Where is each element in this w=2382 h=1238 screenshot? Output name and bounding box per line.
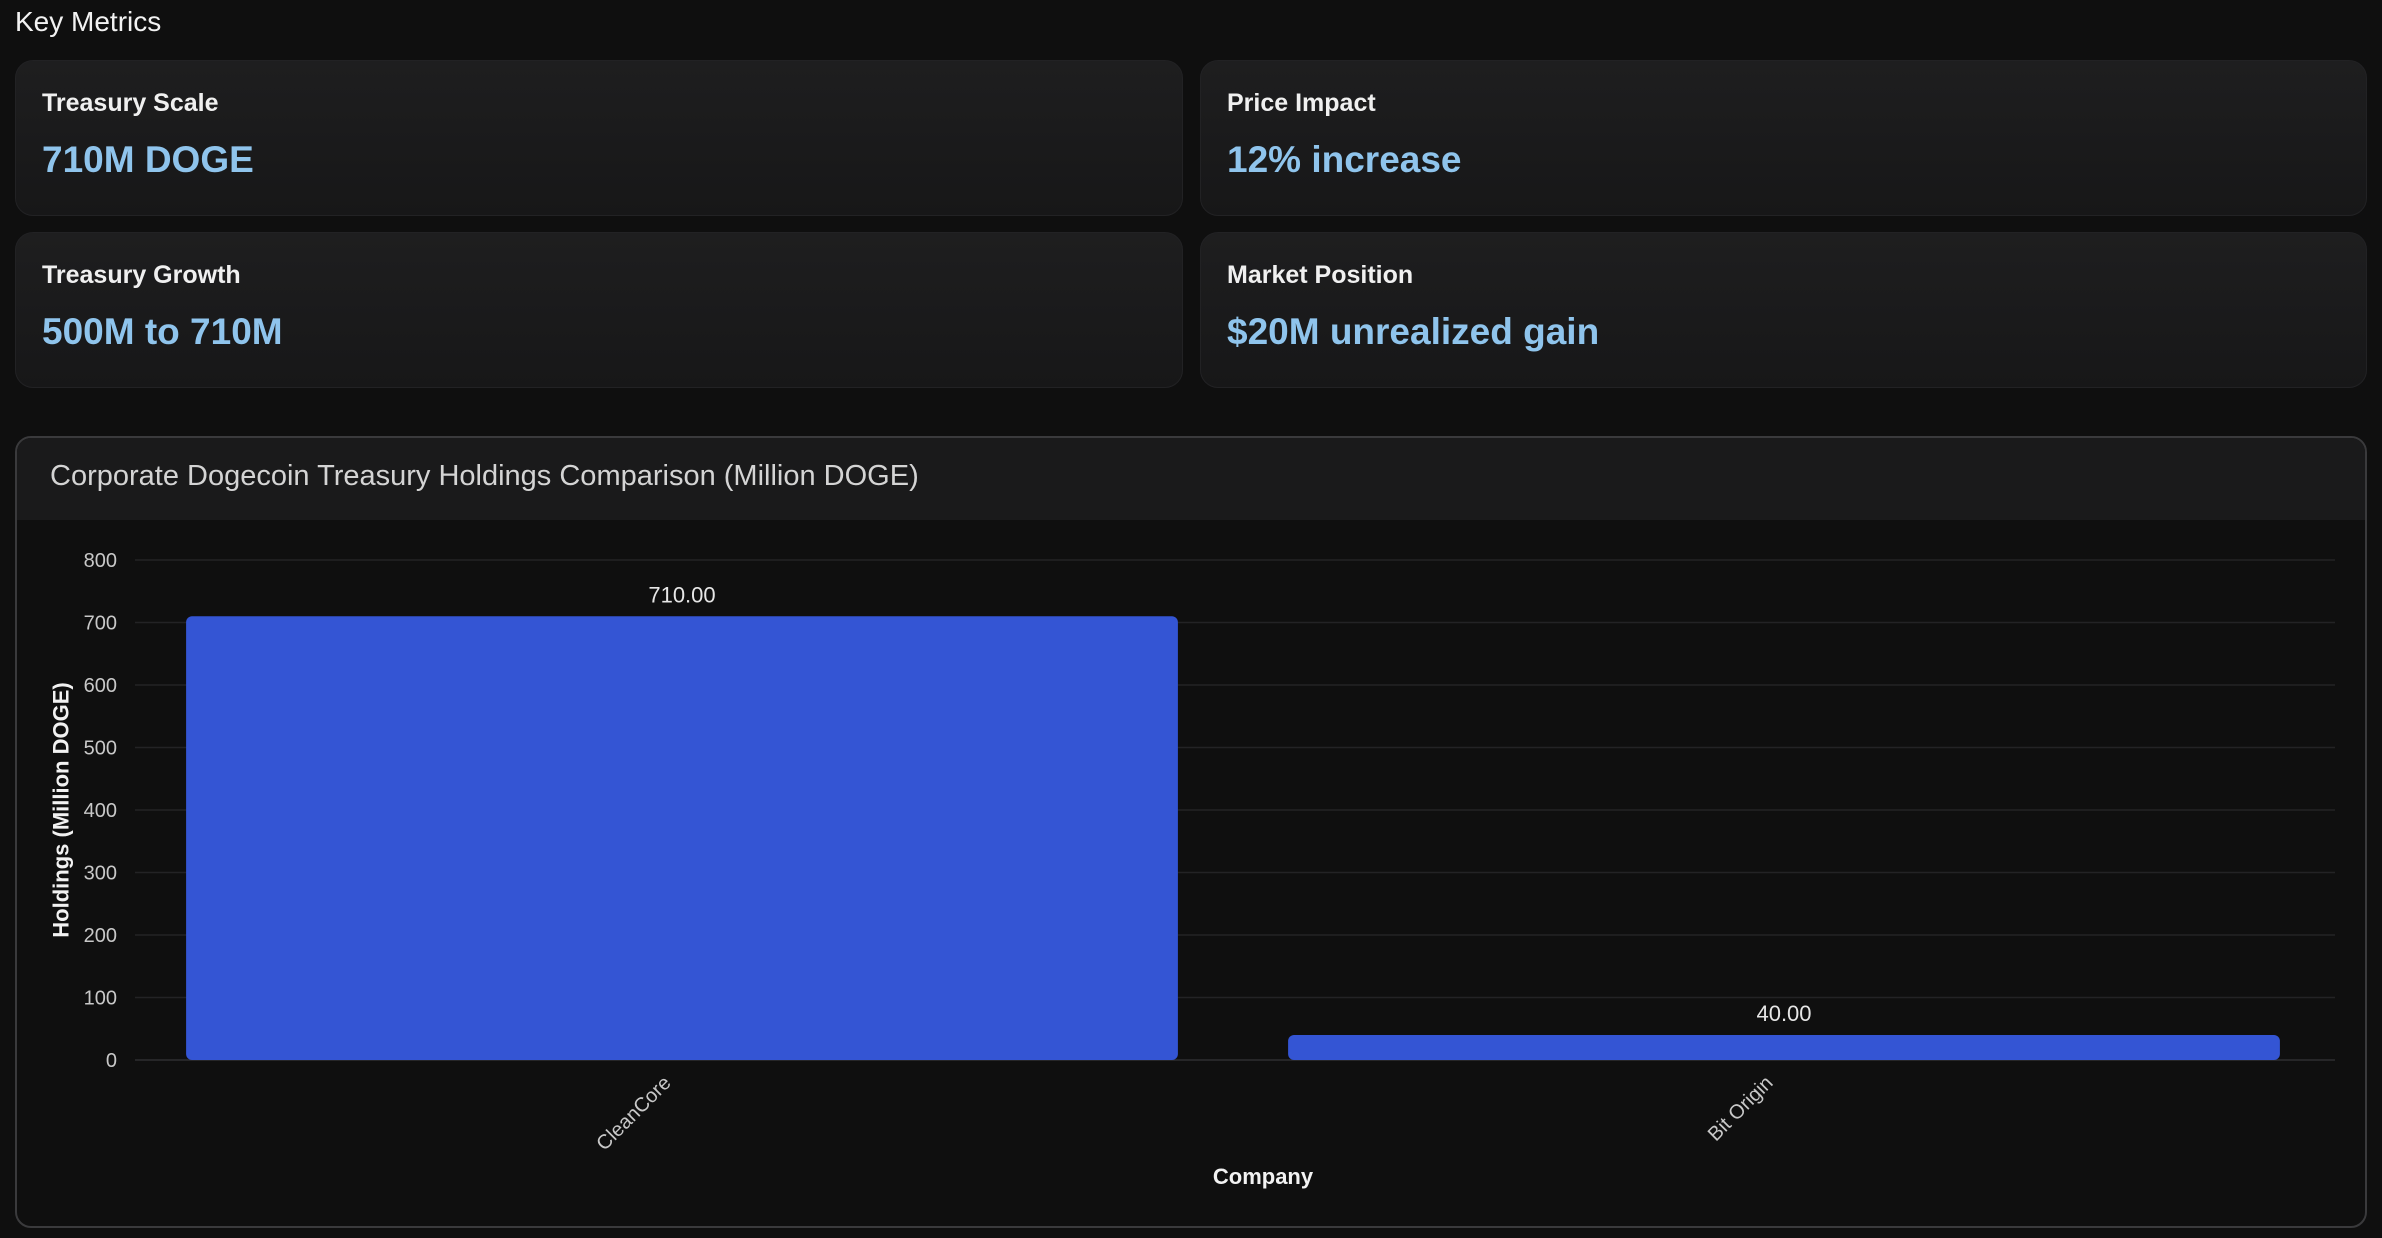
data-labels: 710.00 40.00 [648, 582, 1811, 1026]
metric-card-treasury-growth: Treasury Growth 500M to 710M [15, 232, 1183, 388]
x-axis-title: Company [1213, 1164, 1314, 1189]
y-tick-label: 200 [84, 925, 117, 947]
chart-panel: Corporate Dogecoin Treasury Holdings Com… [15, 436, 2367, 1228]
metric-label: Treasury Growth [42, 261, 241, 289]
section-title: Key Metrics [15, 6, 162, 37]
bars [186, 616, 2280, 1060]
y-tick-label: 100 [84, 988, 117, 1010]
y-tick-label: 400 [84, 800, 117, 822]
chart-header: Corporate Dogecoin Treasury Holdings Com… [17, 438, 2365, 520]
metric-card-market-position: Market Position $20M unrealized gain [1200, 232, 2367, 388]
y-tick-label: 600 [84, 675, 117, 697]
y-tick-label: 800 [84, 550, 117, 572]
data-label: 40.00 [1756, 1001, 1811, 1026]
y-axis-ticks: 0 100 200 300 400 500 600 700 800 [84, 550, 117, 1072]
metric-value: $20M unrealized gain [1227, 311, 1600, 352]
metric-value: 500M to 710M [42, 311, 283, 352]
y-axis-title: Holdings (Million DOGE) [49, 682, 74, 937]
metric-label: Market Position [1227, 261, 1414, 289]
x-axis-ticks: CleanCore Bit Origin [592, 1072, 1777, 1155]
bar-cleancore[interactable] [186, 616, 1178, 1060]
y-tick-label: 500 [84, 738, 117, 760]
metric-value: 12% increase [1227, 139, 1462, 180]
x-tick-label: Bit Origin [1704, 1072, 1778, 1146]
y-tick-label: 700 [84, 613, 117, 635]
y-tick-label: 0 [106, 1050, 117, 1072]
metric-value: 710M DOGE [42, 139, 254, 180]
x-tick-label: CleanCore [592, 1072, 675, 1155]
y-tick-label: 300 [84, 863, 117, 885]
metric-card-price-impact: Price Impact 12% increase [1200, 60, 2367, 216]
data-label: 710.00 [648, 582, 715, 607]
bar-chart: 0 100 200 300 400 500 600 700 800 710.00 40.00 Cl… [49, 550, 2335, 1189]
chart-title: Corporate Dogecoin Treasury Holdings Com… [50, 460, 919, 492]
bar-bit-origin[interactable] [1288, 1035, 2280, 1060]
metric-label: Price Impact [1227, 89, 1376, 117]
metric-label: Treasury Scale [42, 89, 219, 117]
metric-card-treasury-scale: Treasury Scale 710M DOGE [15, 60, 1183, 216]
